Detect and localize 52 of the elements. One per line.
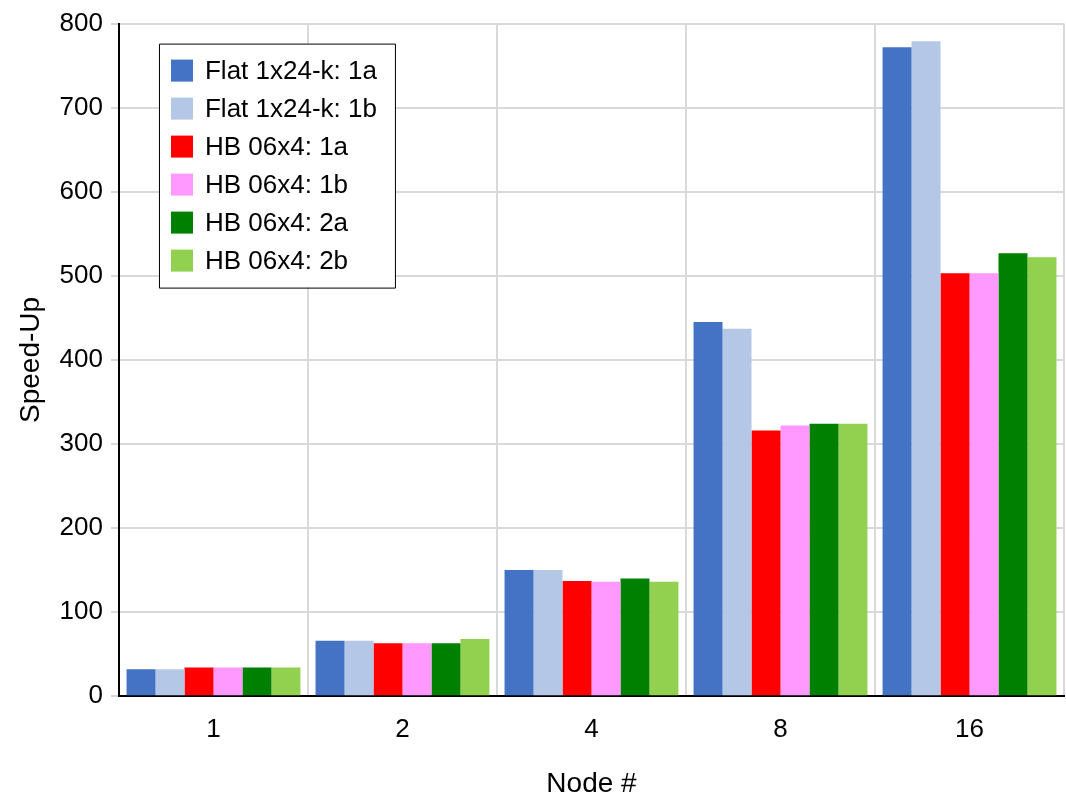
bar: [373, 643, 403, 696]
y-tick-label: 700: [59, 90, 103, 121]
legend-label: Flat 1x24-k: 1b: [204, 92, 377, 123]
bar: [315, 640, 345, 696]
bar: [882, 47, 912, 696]
x-tick-label: 2: [395, 712, 410, 743]
x-tick-label: 16: [955, 712, 984, 743]
x-axis-title: Node #: [546, 766, 638, 798]
y-tick-label: 100: [59, 595, 103, 626]
legend-label: HB 06x4: 1a: [204, 130, 349, 161]
bar: [969, 273, 999, 696]
bar: [431, 643, 461, 696]
y-tick-label: 400: [59, 343, 103, 374]
y-tick-label: 600: [59, 174, 103, 205]
bar: [504, 570, 534, 696]
bar: [722, 328, 752, 696]
bar: [460, 639, 490, 696]
legend-label: HB 06x4: 1b: [204, 168, 349, 199]
bar: [649, 581, 679, 696]
bar: [533, 570, 563, 696]
legend-label: HB 06x4: 2a: [204, 206, 349, 237]
bar: [213, 667, 243, 696]
y-tick-label: 800: [59, 6, 103, 37]
bar: [751, 430, 781, 696]
bar: [271, 667, 301, 696]
x-tick-label: 4: [584, 712, 599, 743]
bar: [184, 667, 214, 696]
bar: [940, 273, 970, 696]
x-tick-label: 1: [206, 712, 221, 743]
bar: [693, 322, 723, 696]
legend-label: Flat 1x24-k: 1a: [204, 54, 378, 85]
y-tick-label: 0: [88, 679, 103, 710]
bar: [155, 669, 185, 696]
bar: [562, 581, 592, 696]
y-tick-label: 200: [59, 511, 103, 542]
bar: [126, 669, 156, 696]
bar: [591, 581, 621, 696]
y-axis-title: Speed-Up: [13, 296, 45, 423]
bar: [838, 423, 868, 696]
bar: [911, 41, 941, 696]
bar: [780, 425, 810, 696]
bar: [242, 667, 272, 696]
bar: [344, 640, 374, 696]
bar: [998, 253, 1028, 696]
y-tick-label: 500: [59, 259, 103, 289]
y-tick-label: 300: [59, 427, 103, 458]
legend-label: HB 06x4: 2b: [204, 244, 349, 275]
bar: [402, 643, 432, 696]
bar: [620, 578, 650, 696]
x-tick-label: 8: [773, 712, 788, 743]
bar: [1027, 257, 1057, 696]
bar: [809, 423, 839, 696]
